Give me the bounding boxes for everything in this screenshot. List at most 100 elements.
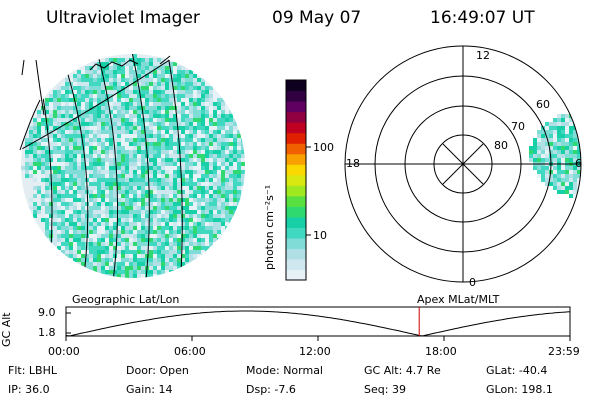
image-pixel bbox=[569, 134, 573, 138]
image-pixel bbox=[105, 222, 109, 226]
image-pixel bbox=[553, 150, 557, 154]
image-pixel bbox=[173, 178, 177, 182]
image-pixel bbox=[49, 158, 53, 162]
colorbar-swatch bbox=[286, 153, 306, 165]
image-pixel bbox=[81, 94, 85, 98]
image-pixel bbox=[41, 110, 45, 114]
image-pixel bbox=[177, 146, 181, 150]
image-pixel bbox=[233, 194, 237, 198]
image-pixel bbox=[573, 130, 577, 134]
image-pixel bbox=[169, 238, 173, 242]
image-pixel bbox=[221, 106, 225, 110]
image-pixel bbox=[213, 222, 217, 226]
image-pixel bbox=[161, 94, 165, 98]
image-pixel bbox=[29, 198, 33, 202]
image-pixel bbox=[61, 82, 65, 86]
image-pixel bbox=[205, 218, 209, 222]
image-pixel bbox=[97, 230, 101, 234]
image-pixel bbox=[89, 170, 93, 174]
image-pixel bbox=[213, 218, 217, 222]
image-pixel bbox=[201, 146, 205, 150]
image-pixel bbox=[41, 166, 45, 170]
image-pixel bbox=[217, 98, 221, 102]
image-pixel bbox=[157, 190, 161, 194]
image-pixel bbox=[229, 134, 233, 138]
image-pixel bbox=[205, 230, 209, 234]
image-pixel bbox=[33, 194, 37, 198]
image-pixel bbox=[161, 122, 165, 126]
image-pixel bbox=[165, 190, 169, 194]
image-pixel bbox=[141, 74, 145, 78]
image-pixel bbox=[217, 134, 221, 138]
image-pixel bbox=[125, 234, 129, 238]
image-pixel bbox=[109, 270, 113, 274]
image-pixel bbox=[225, 202, 229, 206]
image-pixel bbox=[49, 142, 53, 146]
image-pixel bbox=[201, 194, 205, 198]
image-pixel bbox=[581, 178, 585, 182]
image-pixel bbox=[153, 114, 157, 118]
image-pixel bbox=[53, 122, 57, 126]
image-pixel bbox=[177, 114, 181, 118]
image-pixel bbox=[221, 158, 225, 162]
image-pixel bbox=[113, 90, 117, 94]
image-pixel bbox=[125, 94, 129, 98]
image-pixel bbox=[205, 174, 209, 178]
image-pixel bbox=[125, 90, 129, 94]
image-pixel bbox=[185, 210, 189, 214]
image-pixel bbox=[121, 154, 125, 158]
image-pixel bbox=[137, 134, 141, 138]
image-pixel bbox=[137, 182, 141, 186]
image-pixel bbox=[561, 154, 565, 158]
image-pixel bbox=[553, 170, 557, 174]
image-pixel bbox=[97, 174, 101, 178]
image-pixel bbox=[101, 86, 105, 90]
image-pixel bbox=[209, 102, 213, 106]
image-pixel bbox=[97, 70, 101, 74]
image-pixel bbox=[573, 166, 577, 170]
colorbar-swatch bbox=[286, 80, 306, 92]
image-pixel bbox=[45, 202, 49, 206]
image-pixel bbox=[41, 118, 45, 122]
image-pixel bbox=[33, 118, 37, 122]
image-pixel bbox=[553, 134, 557, 138]
image-pixel bbox=[177, 194, 181, 198]
image-pixel bbox=[545, 174, 549, 178]
image-pixel bbox=[69, 234, 73, 238]
image-pixel bbox=[117, 110, 121, 114]
image-pixel bbox=[25, 158, 29, 162]
image-pixel bbox=[49, 154, 53, 158]
image-pixel bbox=[105, 230, 109, 234]
image-pixel bbox=[57, 210, 61, 214]
image-pixel bbox=[97, 242, 101, 246]
image-pixel bbox=[545, 178, 549, 182]
image-pixel bbox=[77, 186, 81, 190]
image-pixel bbox=[149, 138, 153, 142]
image-pixel bbox=[157, 126, 161, 130]
image-pixel bbox=[125, 142, 129, 146]
image-pixel bbox=[65, 202, 69, 206]
image-pixel bbox=[193, 134, 197, 138]
image-pixel bbox=[113, 250, 117, 254]
image-pixel bbox=[29, 162, 33, 166]
image-pixel bbox=[97, 238, 101, 242]
image-pixel bbox=[97, 170, 101, 174]
image-pixel bbox=[77, 110, 81, 114]
image-pixel bbox=[113, 246, 117, 250]
image-pixel bbox=[145, 214, 149, 218]
image-pixel bbox=[173, 222, 177, 226]
image-pixel bbox=[221, 130, 225, 134]
image-pixel bbox=[105, 110, 109, 114]
image-pixel bbox=[137, 106, 141, 110]
colorbar-swatch bbox=[286, 216, 306, 228]
image-pixel bbox=[217, 194, 221, 198]
image-pixel bbox=[153, 166, 157, 170]
image-pixel bbox=[89, 214, 93, 218]
image-pixel bbox=[165, 62, 169, 66]
image-pixel bbox=[153, 202, 157, 206]
image-pixel bbox=[65, 194, 69, 198]
image-pixel bbox=[105, 78, 109, 82]
image-pixel bbox=[85, 118, 89, 122]
image-pixel bbox=[89, 246, 93, 250]
image-pixel bbox=[213, 162, 217, 166]
